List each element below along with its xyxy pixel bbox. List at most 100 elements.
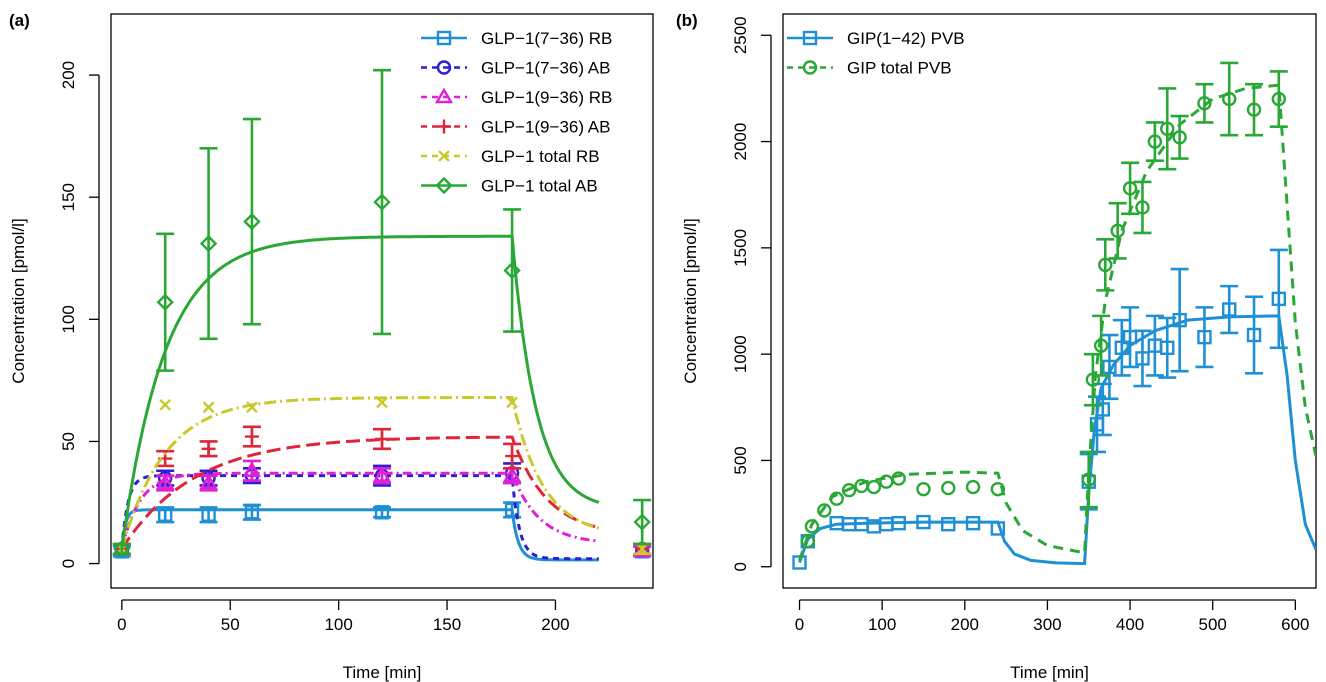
- data-point: [1081, 472, 1096, 487]
- panel-a-plot-frame: [110, 13, 654, 589]
- panel-b-y-tick-label: 0: [731, 562, 750, 571]
- error-bar: [1269, 248, 1288, 350]
- data-point: [1098, 257, 1113, 273]
- error-bar: [1195, 306, 1214, 369]
- data-point: [375, 432, 389, 447]
- panel-a-x-tick-label: 50: [221, 615, 240, 634]
- series-GLP−1(7−36) RB: [112, 501, 652, 562]
- legend-item: GLP−1(9−36) AB: [421, 118, 610, 137]
- data-point: [1110, 223, 1125, 239]
- legend-item: GLP−1(7−36) RB: [421, 29, 612, 48]
- data-point: [633, 541, 652, 558]
- panel-b-x-tick-label: 200: [951, 615, 979, 634]
- data-point: [965, 479, 981, 495]
- data-point: [990, 521, 1006, 536]
- panel-b-x-tick-label: 500: [1199, 615, 1227, 634]
- error-bar: [1170, 267, 1189, 373]
- data-point: [159, 398, 172, 411]
- panel-b-label: (b): [676, 11, 698, 30]
- panel-b-y-tick-label: 1500: [731, 229, 750, 267]
- legend-label: GLP−1 total AB: [481, 177, 598, 196]
- error-bar: [1195, 82, 1214, 124]
- panel-b-x-axis-title: Time [min]: [1010, 663, 1089, 682]
- data-point: [1114, 340, 1130, 355]
- data-point: [156, 473, 175, 490]
- data-point: [941, 480, 956, 496]
- legend-label: GLP−1(9−36) AB: [481, 118, 610, 137]
- data-point: [156, 293, 174, 311]
- panel-a-y-tick-label: 100: [59, 305, 78, 333]
- data-point: [504, 502, 520, 518]
- legend-label: GLP−1(7−36) AB: [481, 59, 610, 78]
- panel-a: (a) 0 50 100 150 200 Time [min] 0 50 100 150 200 Con…: [9, 11, 654, 682]
- error-bar: [1121, 161, 1140, 216]
- data-point: [1147, 134, 1163, 149]
- error-bar: [1158, 87, 1177, 171]
- error-bar: [1220, 61, 1239, 137]
- error-bar: [1079, 450, 1098, 509]
- legend-marker: [434, 87, 454, 104]
- panel-a-x-tick-label: 100: [324, 615, 352, 634]
- data-point: [244, 429, 259, 444]
- data-point: [242, 461, 262, 477]
- panel-b-y-tick-label: 1000: [731, 335, 750, 373]
- panel-b-y-tick-label: 2000: [731, 123, 750, 161]
- panel-b-legend: GIP(1−42) PVB GIP total PVB: [787, 29, 965, 78]
- panel-a-plot-area: [112, 68, 652, 562]
- data-point: [1122, 329, 1138, 345]
- series-line: [120, 396, 600, 550]
- legend-item: GLP−1 total RB: [421, 147, 600, 166]
- error-bar: [1133, 329, 1152, 388]
- data-point: [1093, 338, 1109, 353]
- data-point: [244, 505, 260, 520]
- data-point: [1172, 130, 1187, 145]
- legend-marker: [437, 119, 451, 134]
- panel-a-x-tick-label: 0: [117, 615, 126, 634]
- legend-item: GLP−1(9−36) RB: [421, 87, 612, 107]
- panel-a-y-tick-label: 200: [59, 61, 78, 89]
- data-point: [1197, 96, 1212, 111]
- legend-marker: [436, 30, 452, 46]
- data-point: [916, 481, 931, 497]
- data-point: [1222, 302, 1237, 317]
- error-bar: [1133, 180, 1152, 235]
- series-GIP total PVB: [798, 61, 1316, 561]
- data-point: [506, 396, 518, 409]
- series-GLP−1 total AB: [112, 68, 652, 558]
- panel-a-y-tick-label: 150: [59, 183, 78, 211]
- data-point: [990, 481, 1006, 497]
- legend-marker: [438, 150, 450, 162]
- legend-label: GLP−1(9−36) RB: [481, 88, 612, 107]
- data-point: [965, 515, 981, 531]
- error-bar: [503, 208, 522, 333]
- series-GIP(1−42) PVB: [792, 248, 1316, 570]
- panel-b: (b) 0 100 200 300 400 500 600 Time [min] 0 500 1000…: [676, 11, 1317, 682]
- data-point: [503, 261, 521, 280]
- error-bar: [1145, 121, 1164, 162]
- data-point: [1271, 291, 1287, 307]
- legend-label: GIP(1−42) PVB: [847, 29, 965, 48]
- data-point: [113, 540, 131, 558]
- series-line: [798, 83, 1316, 561]
- error-bar: [1092, 314, 1111, 377]
- panel-a-y-axis-title: Concentration [pmol/l]: [9, 218, 28, 383]
- panel-b-x-tick-label: 400: [1116, 615, 1144, 634]
- error-bar: [1220, 284, 1239, 335]
- data-point: [372, 466, 392, 482]
- legend-item: GLP−1 total AB: [421, 177, 598, 196]
- legend-item: GLP−1(7−36) AB: [421, 59, 610, 78]
- panel-a-legend: GLP−1(7−36) RB GLP−1(7−36) AB GLP−1(9−36) …: [421, 29, 612, 196]
- data-point: [1122, 181, 1138, 196]
- data-point: [891, 471, 906, 486]
- error-bar: [1170, 114, 1189, 160]
- data-point: [1135, 351, 1150, 366]
- panel-b-x-tick-label: 100: [868, 615, 896, 634]
- data-point: [1135, 200, 1150, 215]
- legend-item: GIP total PVB: [787, 59, 952, 78]
- legend-label: GIP total PVB: [847, 59, 952, 78]
- data-point: [817, 503, 832, 518]
- data-point: [1160, 121, 1175, 137]
- data-point: [1246, 102, 1262, 117]
- error-bar: [1100, 333, 1119, 401]
